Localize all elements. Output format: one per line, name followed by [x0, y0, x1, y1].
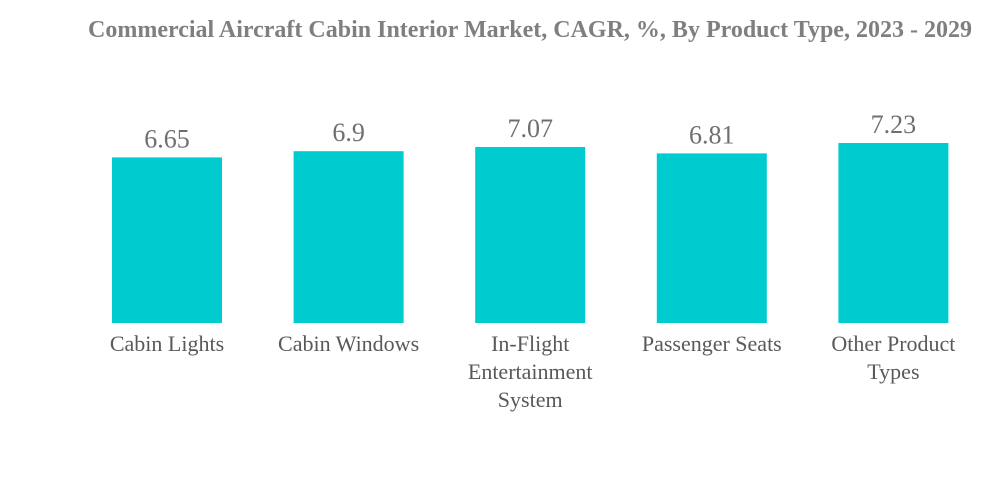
- chart-title: Commercial Aircraft Cabin Interior Marke…: [88, 17, 972, 43]
- category-label-1: Cabin Windows: [278, 331, 419, 356]
- value-label-0: 6.65: [144, 124, 190, 153]
- bar-2: [475, 147, 586, 323]
- value-labels-group: 6.65 6.9 7.07 6.81 7.23: [144, 110, 916, 153]
- category-labels-group: Cabin Lights Cabin Windows In-Flight Entert…: [110, 331, 956, 412]
- category-label-line: System: [498, 387, 563, 412]
- category-label-3: Passenger Seats: [642, 331, 782, 356]
- category-label-4: Other Product Types: [831, 331, 955, 384]
- value-label-1: 6.9: [332, 118, 365, 147]
- value-label-2: 7.07: [507, 114, 553, 143]
- bar-0: [112, 157, 222, 323]
- category-label-line: Other Product: [831, 331, 955, 356]
- bar-4: [838, 143, 949, 323]
- bar-3: [656, 153, 767, 323]
- category-label-line: Cabin Lights: [110, 331, 224, 356]
- category-label-line: Types: [867, 359, 919, 384]
- category-label-line: Passenger Seats: [642, 331, 782, 356]
- value-label-3: 6.81: [689, 120, 735, 149]
- bars-group: [112, 143, 949, 323]
- category-label-line: In-Flight: [491, 331, 569, 356]
- category-label-line: Entertainment: [468, 359, 593, 384]
- category-label-2: In-Flight Entertainment System: [468, 331, 593, 412]
- category-label-line: Cabin Windows: [278, 331, 419, 356]
- value-label-4: 7.23: [871, 110, 917, 139]
- category-label-0: Cabin Lights: [110, 331, 224, 356]
- bar-1: [293, 151, 404, 323]
